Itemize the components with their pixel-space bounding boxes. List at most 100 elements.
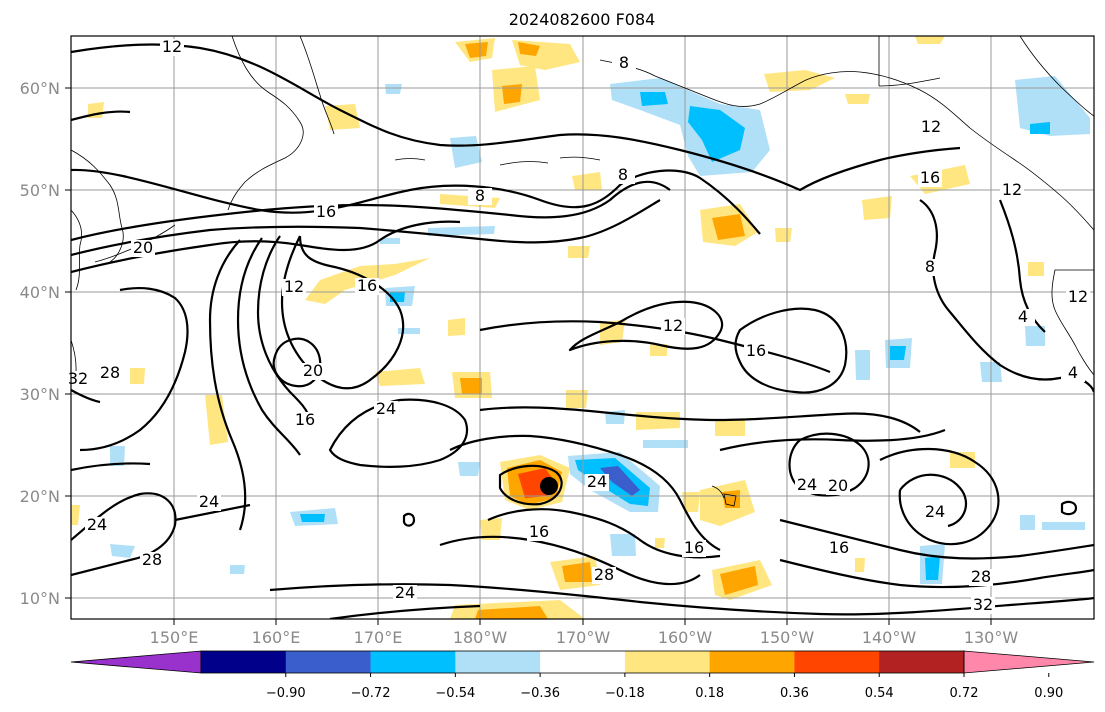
contour-label-bg (293, 412, 317, 429)
contour-label-bg (827, 540, 851, 557)
lon-label: 180°W (453, 628, 508, 647)
contour-label-bg (919, 119, 943, 136)
colorbar-tick-label: −0.72 (351, 686, 391, 701)
contour-label: 24 (87, 515, 107, 534)
contour-label: 16 (295, 410, 315, 429)
contour-label-bg (826, 478, 850, 495)
contour-label-bg (131, 240, 155, 257)
contour-label: 24 (587, 472, 607, 491)
contour-label-bg (612, 55, 636, 72)
lat-label: 60°N (20, 79, 60, 98)
contour-label-bg (971, 597, 995, 614)
lon-label: 170°E (354, 628, 403, 647)
contour-lines (71, 43, 1094, 619)
contour-label: 16 (684, 538, 704, 557)
colorbar-tick-label: 0.36 (780, 686, 809, 701)
contour-label: 16 (316, 202, 336, 221)
contour-label-bg (923, 504, 947, 521)
colorbar-outline (200, 650, 965, 674)
lat-label: 40°N (20, 283, 60, 302)
lat-label: 10°N (20, 589, 60, 608)
contour-label: 16 (746, 341, 766, 360)
contour-label: 24 (199, 492, 219, 511)
contour-label-bg (682, 540, 706, 557)
contour-label: 4 (1018, 307, 1028, 326)
contour-label: 16 (529, 522, 549, 541)
contour-label-bg (744, 343, 768, 360)
contour-label: 12 (1002, 180, 1022, 199)
longitude-ticks: 150°E 160°E 170°E 180°W 170°W 160°W 150°… (150, 619, 1019, 647)
contour-label: 16 (357, 276, 377, 295)
contour-label: 8 (475, 186, 485, 205)
colorbar-segment (540, 651, 626, 673)
colorbar-tick-label: −0.54 (435, 686, 475, 701)
contour-label: 24 (925, 502, 945, 521)
colorbar-tick-label: 0.90 (1034, 686, 1063, 701)
storm-center-marker (540, 477, 558, 495)
colorbar-segment (370, 651, 456, 673)
contour-label: 32 (68, 369, 88, 388)
contour-label-bg (1011, 309, 1035, 326)
lat-label: 50°N (20, 181, 60, 200)
latitude-ticks: 10°N 20°N 30°N 40°N 50°N 60°N (20, 79, 71, 608)
contour-label: 20 (828, 476, 848, 495)
contour-label: 12 (1068, 287, 1088, 306)
colorbar-segment (879, 651, 965, 673)
contour-label: 16 (829, 538, 849, 557)
contour-label-bg (160, 39, 184, 56)
contour-label-bg (1000, 182, 1024, 199)
contour-label-bg (314, 204, 338, 221)
colorbar-segment (285, 651, 372, 673)
contour-label: 4 (1068, 363, 1078, 382)
contour-label: 8 (618, 165, 628, 184)
colorbar-segment (624, 651, 711, 673)
colorbar: −0.90 −0.72 −0.54 −0.36 −0.18 0.18 0.36 0.54 0.7… (70, 650, 1095, 701)
contour-label-bg (585, 474, 609, 491)
contour-label-bg (85, 517, 109, 534)
contour-label: 28 (971, 567, 991, 586)
contour-label-bg (468, 188, 492, 205)
contour-label-bg (918, 170, 942, 187)
colorbar-tick-label: 0.54 (865, 686, 894, 701)
contour-label: 24 (395, 583, 415, 602)
lon-label: 150°E (150, 628, 199, 647)
colorbar-tick-label: 0.72 (950, 686, 979, 701)
contour-label: 12 (284, 277, 304, 296)
lat-label: 30°N (20, 385, 60, 404)
colorbar-tick-label: −0.18 (605, 686, 645, 701)
lon-label: 140°W (862, 628, 917, 647)
contour-label-bg (374, 401, 398, 418)
contour-label: 28 (100, 363, 120, 382)
colorbar-segment (794, 651, 880, 673)
contour-label: 28 (594, 565, 614, 584)
contour-label-bg (98, 365, 122, 382)
contour-label: 8 (925, 257, 935, 276)
colorbar-tick-label: −0.90 (266, 686, 306, 701)
colorbar-tick-label: 0.18 (695, 686, 724, 701)
contour-label-bg (969, 569, 993, 586)
contour-label-bg (527, 524, 551, 541)
contour-label: 16 (920, 168, 940, 187)
colorbar-tick-label: −0.36 (520, 686, 560, 701)
contour-label-bg (355, 278, 379, 295)
lon-label: 150°W (760, 628, 815, 647)
contour-label-bg (1066, 289, 1090, 306)
negative-anomaly-shading (110, 76, 1090, 584)
contour-label-bg (66, 371, 90, 388)
lon-label: 130°W (964, 628, 1019, 647)
contour-label-bg (592, 567, 616, 584)
contour-label-bg (661, 318, 685, 335)
contour-label: 12 (921, 117, 941, 136)
contour-label: 24 (797, 475, 817, 494)
contour-label: 12 (162, 37, 182, 56)
contour-label-bg (611, 167, 635, 184)
contour-label-bg (795, 477, 819, 494)
contour-labels: 12 8 16 20 12 16 24 28 32 12 16 20 24 16 12 8 16 24 20 24 16… (66, 37, 1090, 614)
map-title: 2024082600 F084 (509, 10, 656, 29)
lon-label: 160°E (252, 628, 301, 647)
contour-label: 20 (133, 238, 153, 257)
colorbar-segment (455, 651, 541, 673)
contour-label-bg (282, 279, 306, 296)
